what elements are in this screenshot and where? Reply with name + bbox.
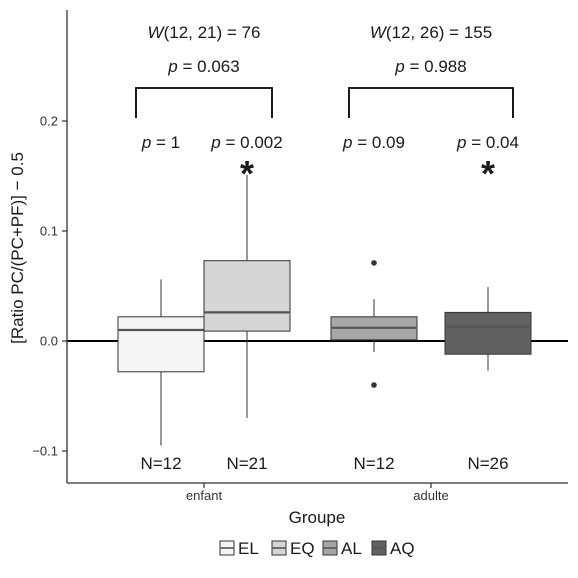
group-w-statistic: W(12, 21) = 76 [148, 23, 261, 42]
p-value: = 0.002 [221, 133, 283, 152]
legend-label: EL [238, 539, 259, 558]
outlier-point [371, 382, 377, 388]
sample-size-label: N=21 [226, 454, 267, 473]
y-axis-title: [Ratio PC/(PC+PF)] − 0.5 [8, 152, 27, 344]
p-value: = 0.09 [353, 133, 405, 152]
sample-size-label: N=12 [353, 454, 394, 473]
sample-size-label: N=12 [140, 454, 181, 473]
x-axis-title: Groupe [289, 508, 346, 527]
w-letter: W [148, 23, 166, 42]
w-value: (12, 21) = 76 [164, 23, 261, 42]
significance-star: * [481, 153, 495, 194]
p-value: = 0.04 [467, 133, 519, 152]
outlier-point [371, 260, 377, 266]
legend: EL EQ AL AQ [219, 539, 415, 558]
p-value: = 0.063 [178, 57, 240, 76]
p-letter: p [141, 133, 151, 152]
y-tick-label: −0.1 [32, 444, 58, 459]
legend-label: EQ [290, 539, 315, 558]
box-EL [117, 316, 205, 373]
x-tick-label: enfant [186, 488, 223, 503]
p-letter: p [210, 133, 220, 152]
w-letter: W [370, 23, 388, 42]
legend-label: AL [341, 539, 362, 558]
significance-star: * [240, 153, 254, 194]
significance-bracket [135, 87, 273, 118]
box-p-value: p = 1 [141, 133, 180, 152]
x-tick-label: adulte [413, 488, 448, 503]
p-letter: p [342, 133, 352, 152]
significance-bracket [348, 87, 514, 118]
box-EQ [203, 260, 291, 332]
p-value: = 0.988 [405, 57, 467, 76]
box-p-value: p = 0.04 [456, 133, 519, 152]
p-letter: p [394, 57, 404, 76]
p-value: = 1 [151, 133, 180, 152]
box-p-value: p = 0.09 [342, 133, 405, 152]
group-p-value: p = 0.063 [167, 57, 239, 76]
y-tick-label: 0.1 [40, 224, 58, 239]
sample-size-label: N=26 [467, 454, 508, 473]
group-w-statistic: W(12, 26) = 155 [370, 23, 492, 42]
y-tick-label: 0.2 [40, 114, 58, 129]
p-letter: p [456, 133, 466, 152]
y-tick-label: 0.0 [40, 334, 58, 349]
p-letter: p [167, 57, 177, 76]
group-p-value: p = 0.988 [394, 57, 466, 76]
box-p-value: p = 0.002 [210, 133, 282, 152]
w-value: (12, 26) = 155 [386, 23, 492, 42]
legend-label: AQ [390, 539, 415, 558]
box-AQ [444, 311, 532, 355]
